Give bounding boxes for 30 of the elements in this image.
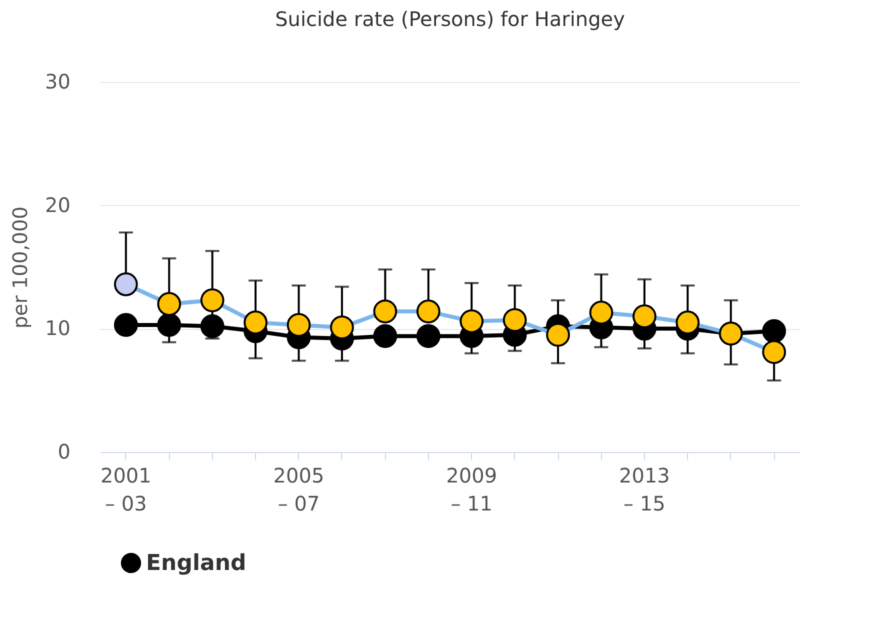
chart-title: Suicide rate (Persons) for Haringey — [275, 7, 626, 31]
y-tick-label: 30 — [45, 70, 70, 94]
point — [632, 304, 656, 328]
point — [373, 299, 398, 324]
point — [330, 316, 354, 340]
point — [546, 322, 570, 347]
point — [502, 308, 527, 332]
x-tick-label: 2013 – 15 — [618, 464, 670, 516]
point — [244, 310, 268, 334]
x-tick-label: 2005 – 07 — [273, 464, 324, 516]
y-axis-title: per 100,000 — [8, 206, 32, 329]
point — [762, 340, 786, 364]
point — [589, 300, 614, 325]
point — [114, 272, 138, 296]
y-tick-label: 10 — [45, 316, 70, 340]
point — [286, 313, 311, 337]
x-tick-label: 2001 – 03 — [100, 464, 152, 516]
y-tick-label: 20 — [45, 192, 70, 217]
y-tick-label: 0 — [58, 440, 70, 464]
point — [157, 292, 182, 316]
point — [676, 310, 700, 334]
point — [416, 299, 440, 324]
point — [200, 288, 224, 312]
legend-label: England — [146, 551, 246, 576]
point — [460, 309, 484, 334]
point — [416, 324, 440, 348]
point — [373, 324, 398, 348]
point — [114, 313, 138, 337]
point — [762, 319, 786, 344]
x-tick-label: 2009 – 11 — [446, 464, 498, 516]
